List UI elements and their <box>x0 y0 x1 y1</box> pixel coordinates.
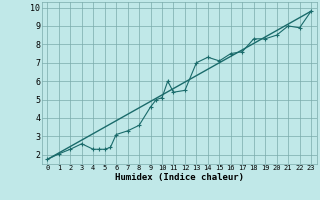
X-axis label: Humidex (Indice chaleur): Humidex (Indice chaleur) <box>115 173 244 182</box>
